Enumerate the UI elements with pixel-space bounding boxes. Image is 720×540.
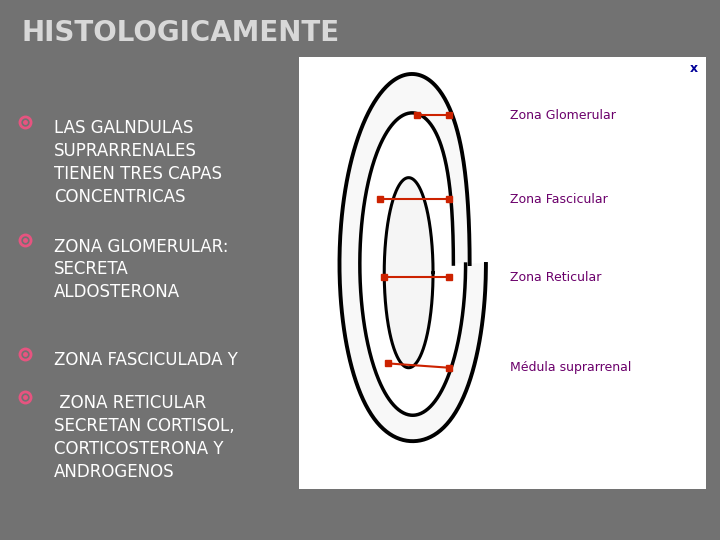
Text: ZONA RETICULAR
SECRETAN CORTISOL,
CORTICOSTERONA Y
ANDROGENOS: ZONA RETICULAR SECRETAN CORTISOL, CORTIC… [54,394,235,481]
Bar [299,57,706,489]
Text: LAS GALNDULAS
SUPRARRENALES
TIENEN TRES CAPAS
CONCENTRICAS: LAS GALNDULAS SUPRARRENALES TIENEN TRES … [54,119,222,206]
Text: Zona Reticular: Zona Reticular [510,271,602,284]
Text: Zona Fascicular: Zona Fascicular [510,193,608,206]
Polygon shape [340,74,486,441]
Text: Zona Glomerular: Zona Glomerular [510,109,616,122]
Text: ZONA FASCICULADA Y: ZONA FASCICULADA Y [54,351,238,369]
Polygon shape [384,178,433,368]
Text: ZONA GLOMERULAR:
SECRETA
ALDOSTERONA: ZONA GLOMERULAR: SECRETA ALDOSTERONA [54,238,228,301]
Text: x: x [690,62,698,75]
Text: Médula suprarrenal: Médula suprarrenal [510,361,631,374]
Text: HISTOLOGICAMENTE: HISTOLOGICAMENTE [22,19,340,47]
Polygon shape [360,113,466,415]
